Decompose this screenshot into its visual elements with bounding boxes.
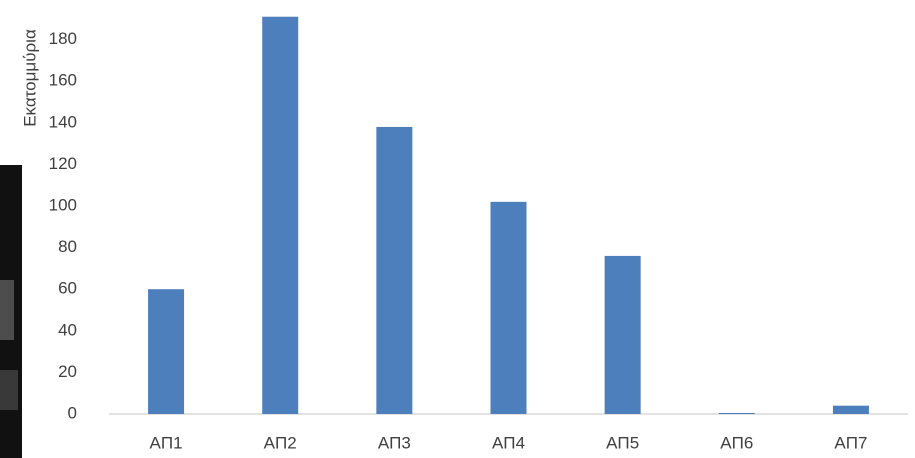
y-tick-label: 140 [49,112,77,131]
bar [262,16,299,414]
x-tick-label: ΑΠ7 [834,433,867,452]
x-tick-label: ΑΠ5 [606,433,639,452]
x-tick-label: ΑΠ6 [720,433,753,452]
bar [718,412,755,414]
bar [604,255,641,414]
x-tick-label: ΑΠ3 [378,433,411,452]
y-tick-label: 100 [49,195,77,214]
y-tick-label: 60 [58,279,77,298]
x-tick-label: ΑΠ2 [264,433,297,452]
background-image-detail [0,280,14,340]
y-tick-label: 80 [58,237,77,256]
x-tick-label: ΑΠ4 [492,433,525,452]
bar [832,405,869,414]
y-tick-label: 0 [68,403,77,422]
y-axis-label: Εκατομμύρια [20,29,39,127]
background-image-detail [0,370,18,410]
y-tick-label: 120 [49,154,77,173]
bar [376,126,413,415]
x-tick-label: ΑΠ1 [150,433,183,452]
y-tick-label: 160 [49,71,77,90]
bar [148,289,185,414]
y-tick-label: 180 [49,29,77,48]
bar [490,201,527,414]
y-tick-label: 20 [58,362,77,381]
y-tick-label: 40 [58,320,77,339]
